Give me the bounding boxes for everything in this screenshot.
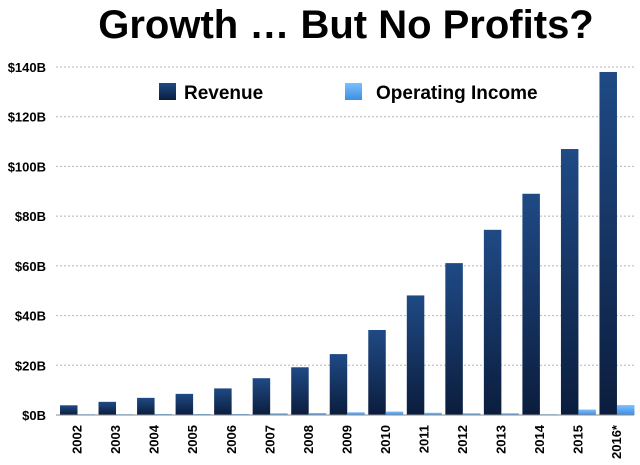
revenue-bar [599,71,617,415]
y-tick-label: $100B [8,159,46,174]
gridlines [56,66,634,366]
x-tick-label: 2007 [262,425,277,454]
revenue-bar [522,193,540,415]
x-tick-label: 2012 [455,425,470,454]
operating-income-bar [385,411,404,415]
legend-label-operating-income: Operating Income [376,83,538,104]
x-tick-label: 2014 [532,424,547,454]
y-axis-tick-labels: $0B $20B $40B $60B $80B $100B $120B $140B [8,60,46,423]
legend-swatch-revenue [159,83,176,100]
legend-label-revenue: Revenue [184,83,263,104]
y-tick-label: $20B [15,358,46,373]
y-tick-label: $40B [15,309,46,324]
x-tick-label: 2009 [339,425,354,454]
x-axis-tick-labels: 2002 2003 2004 2005 2006 2007 2008 2009 2010 2011… [70,424,624,459]
legend: Revenue Operating Income [159,83,538,104]
revenue-bar [60,405,78,415]
revenue-bar [252,378,271,415]
revenue-bar [98,401,117,415]
operating-income-bar [501,413,519,415]
operating-income-bar [616,405,635,415]
revenue-bar [406,295,425,415]
x-tick-label: 2005 [185,425,200,454]
bars [60,71,635,415]
revenue-bar [560,149,579,415]
operating-income-bar [308,413,327,415]
x-tick-label: 2004 [147,424,162,454]
operating-income-bar [270,413,288,415]
revenue-bar [329,354,348,415]
revenue-bar [368,329,386,415]
revenue-bar [137,397,155,415]
x-tick-label: 2010 [378,425,393,454]
revenue-bar [291,367,309,415]
y-tick-label: $120B [8,110,46,125]
y-tick-label: $80B [15,209,46,224]
x-tick-label: 2015 [571,425,586,454]
x-tick-label: 2006 [224,425,239,454]
y-tick-label: $0B [22,408,46,423]
y-tick-label: $140B [8,60,46,75]
legend-swatch-operating-income [345,83,362,100]
revenue-bar [445,263,463,415]
operating-income-bar [424,412,442,415]
revenue-bar [483,229,502,415]
revenue-bar [175,393,194,415]
chart-title: Growth … But No Profits? [98,3,594,47]
revenue-bar [214,388,232,415]
operating-income-bar [578,409,596,415]
x-tick-label: 2011 [416,425,431,453]
operating-income-bar [462,413,481,415]
x-tick-label: 2008 [301,425,316,454]
x-tick-label: 2002 [70,425,85,454]
x-tick-label: 2016* [609,424,624,459]
operating-income-bar [347,412,365,415]
y-tick-label: $60B [15,259,46,274]
x-tick-label: 2003 [108,425,123,454]
x-tick-label: 2013 [493,425,508,454]
